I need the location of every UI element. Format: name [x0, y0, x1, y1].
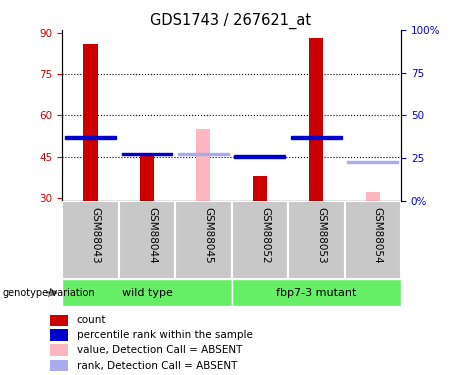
Bar: [122, 153, 172, 155]
Text: GSM88043: GSM88043: [90, 207, 100, 264]
Text: GSM88044: GSM88044: [147, 207, 157, 264]
Bar: [62, 279, 231, 306]
Bar: [291, 136, 342, 139]
Text: percentile rank within the sample: percentile rank within the sample: [77, 330, 253, 340]
Bar: [50, 315, 68, 326]
Bar: [83, 44, 98, 201]
Text: value, Detection Call = ABSENT: value, Detection Call = ABSENT: [77, 345, 242, 355]
Bar: [178, 153, 229, 155]
Bar: [344, 201, 401, 279]
Bar: [309, 38, 324, 201]
Text: fbp7-3 mutant: fbp7-3 mutant: [276, 288, 356, 297]
Text: count: count: [77, 315, 106, 325]
Bar: [253, 176, 267, 201]
Bar: [50, 360, 68, 372]
Text: GDS1743 / 267621_at: GDS1743 / 267621_at: [150, 13, 311, 29]
Bar: [231, 279, 401, 306]
Bar: [50, 345, 68, 356]
Bar: [196, 129, 211, 201]
Bar: [65, 136, 116, 139]
Text: GSM88045: GSM88045: [203, 207, 213, 264]
Bar: [140, 154, 154, 201]
Text: GSM88052: GSM88052: [260, 207, 270, 264]
Bar: [288, 201, 344, 279]
Text: wild type: wild type: [122, 288, 172, 297]
Bar: [175, 201, 231, 279]
Text: GSM88054: GSM88054: [373, 207, 383, 264]
Bar: [235, 155, 285, 158]
Bar: [118, 201, 175, 279]
Text: rank, Detection Call = ABSENT: rank, Detection Call = ABSENT: [77, 361, 237, 371]
Bar: [366, 192, 380, 201]
Text: GSM88053: GSM88053: [316, 207, 326, 264]
Text: genotype/variation: genotype/variation: [2, 288, 95, 297]
Bar: [62, 201, 118, 279]
Bar: [50, 329, 68, 340]
Bar: [231, 201, 288, 279]
Bar: [348, 161, 398, 164]
